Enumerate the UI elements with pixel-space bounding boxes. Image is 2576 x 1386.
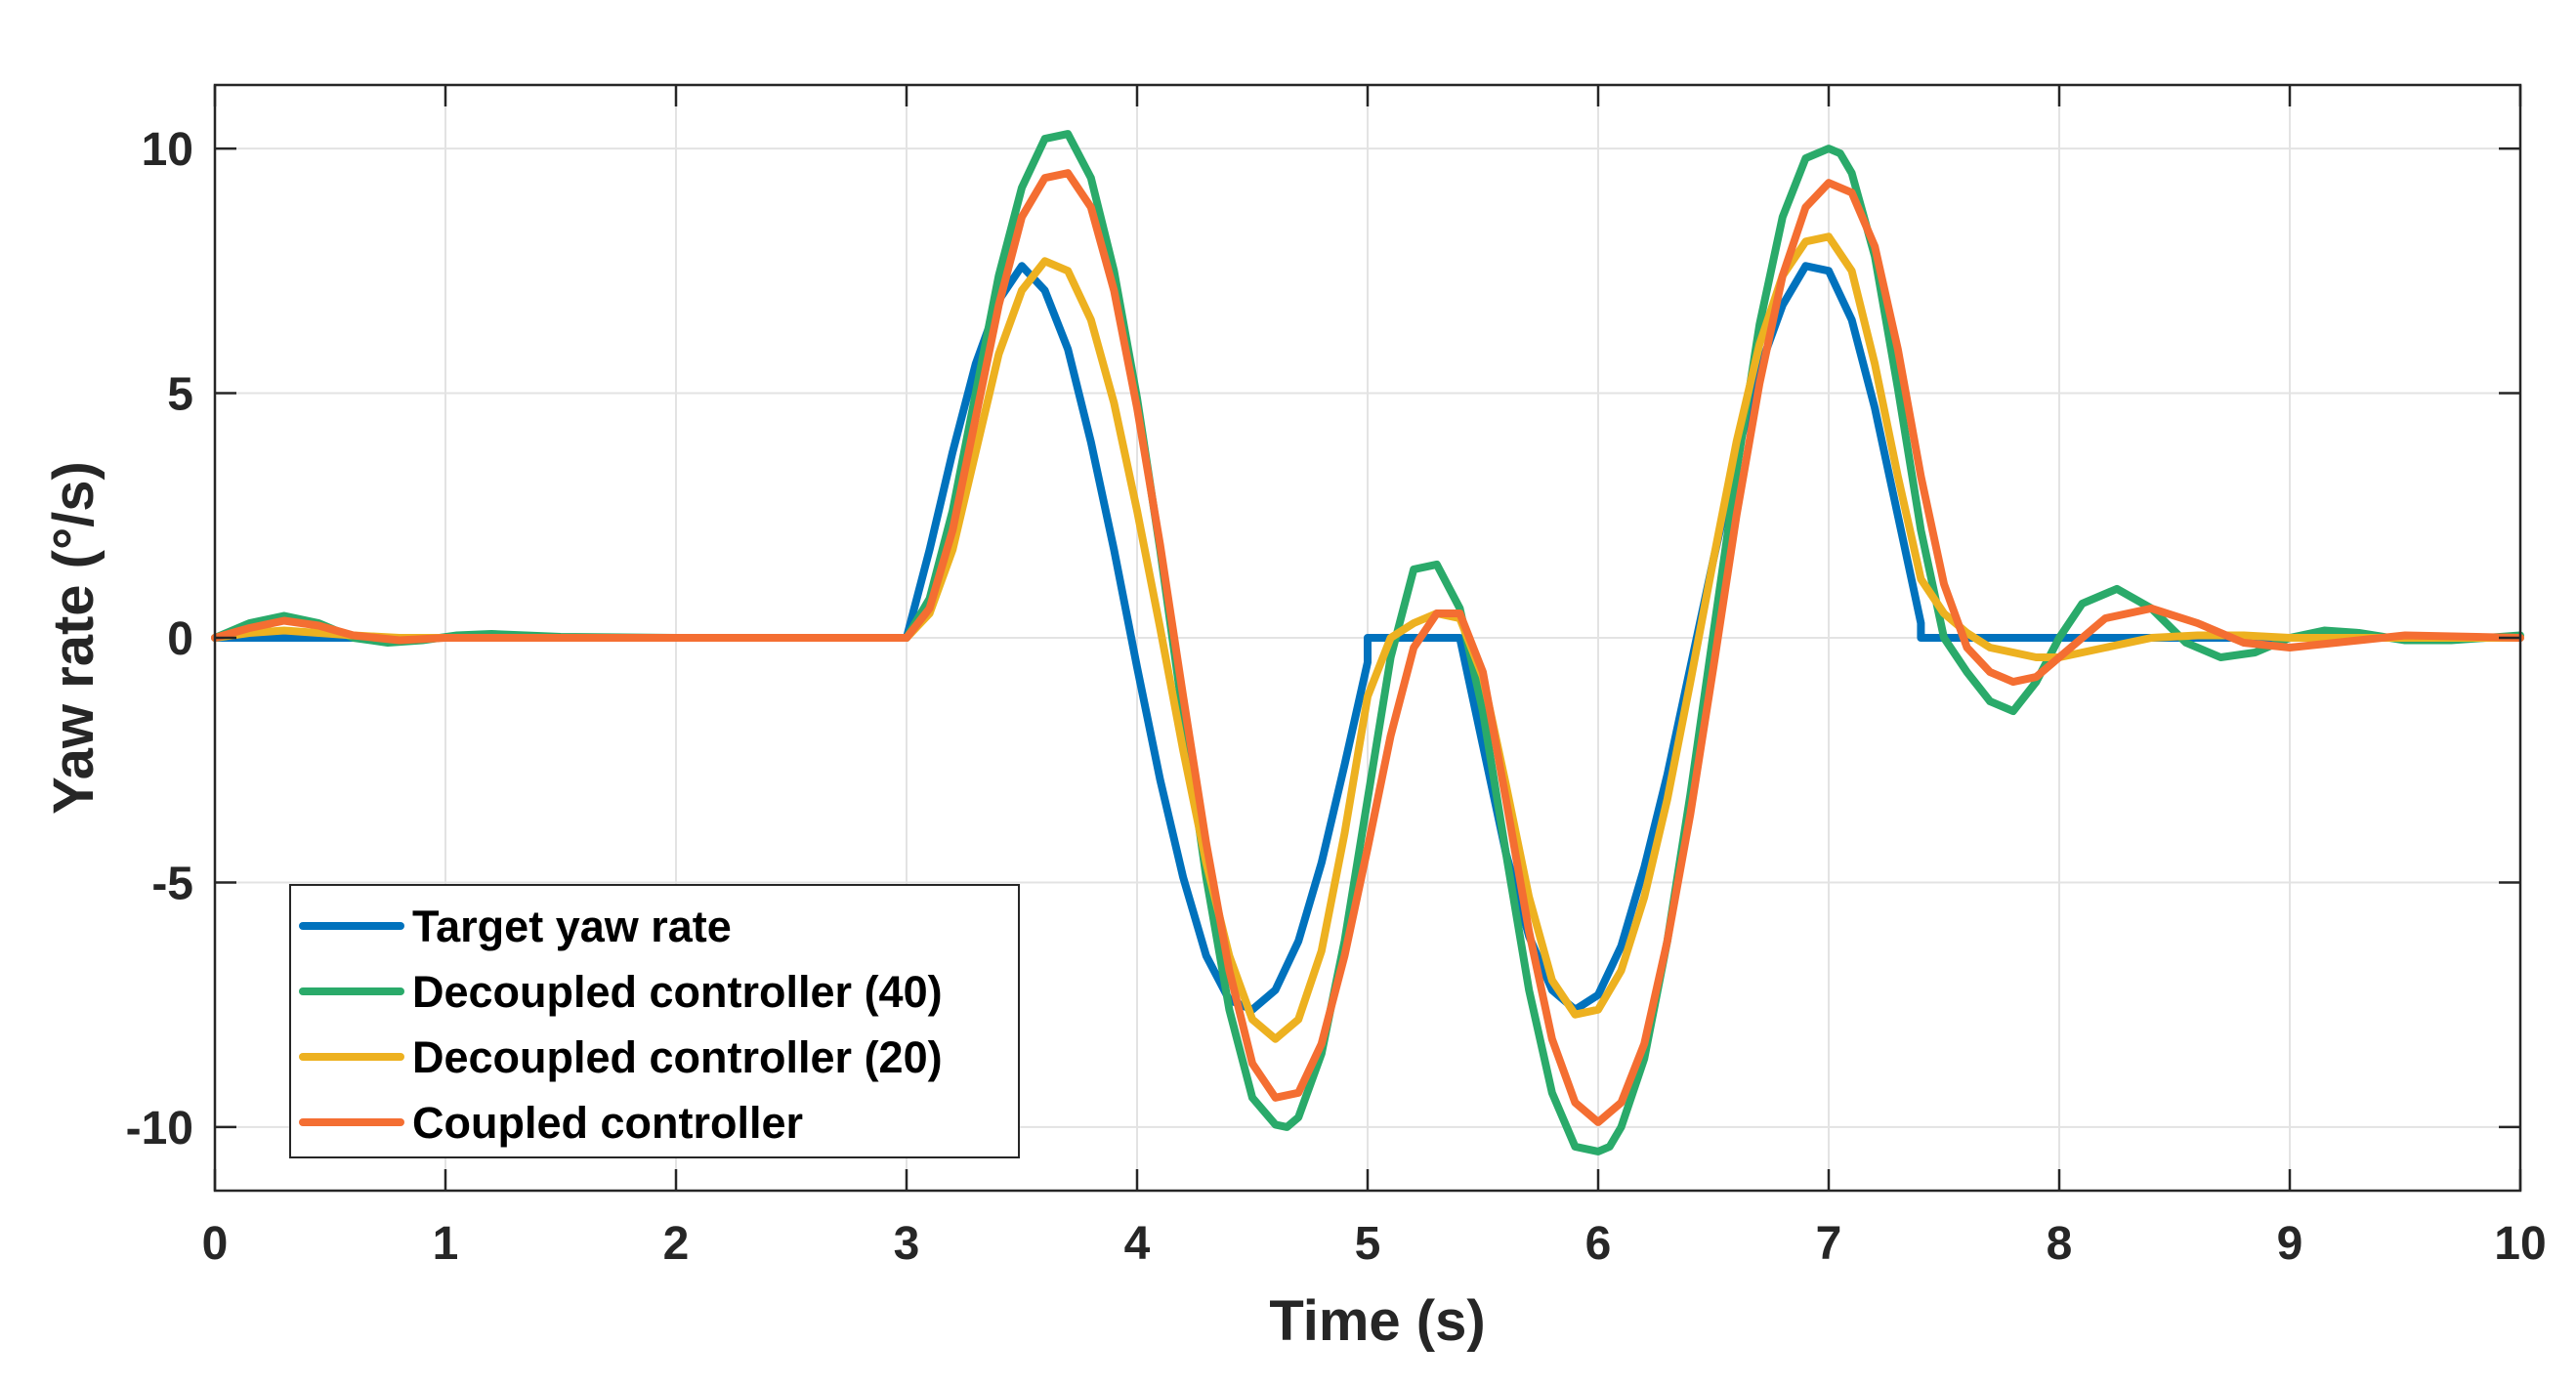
y-tick-labels: -10 -5 0 5 10 [126,124,193,1155]
x-tick-label: 7 [1816,1218,1842,1270]
x-axis-label: Time (s) [1269,1289,1485,1353]
legend-box [289,884,1020,1158]
x-tick-label: 5 [1355,1218,1381,1270]
x-tick-label: 2 [663,1218,690,1270]
y-tick-label: 0 [167,613,193,665]
series-target-yaw-rate [211,262,2524,1014]
y-tick-label: -5 [151,858,193,909]
y-axis-label: Yaw rate (°/s) [42,461,106,815]
legend: Target yaw rate Decoupled controller (40… [289,884,1020,1158]
legend-label-decoupled-40: Decoupled controller (40) [412,967,943,1017]
x-tick-label: 0 [202,1218,229,1270]
y-tick-label: -10 [126,1103,193,1155]
x-tick-label: 9 [2277,1218,2303,1270]
legend-label-target: Target yaw rate [412,902,732,951]
y-tick-label: 5 [167,369,193,421]
x-tick-label: 10 [2494,1218,2546,1270]
x-tick-label: 1 [433,1218,459,1270]
x-tick-label: 6 [1585,1218,1612,1270]
y-tick-label: 10 [142,124,193,176]
x-tick-labels: 0 1 2 3 4 5 6 7 8 9 10 [202,1218,2547,1270]
legend-label-coupled: Coupled controller [412,1098,803,1148]
x-tick-label: 8 [2047,1218,2073,1270]
x-tick-label: 3 [894,1218,920,1270]
series-coupled [211,169,2524,1126]
ticks [213,85,2522,1191]
legend-label-decoupled-20: Decoupled controller (20) [412,1032,943,1082]
series-layer [211,130,2524,1155]
x-tick-label: 4 [1124,1218,1151,1270]
